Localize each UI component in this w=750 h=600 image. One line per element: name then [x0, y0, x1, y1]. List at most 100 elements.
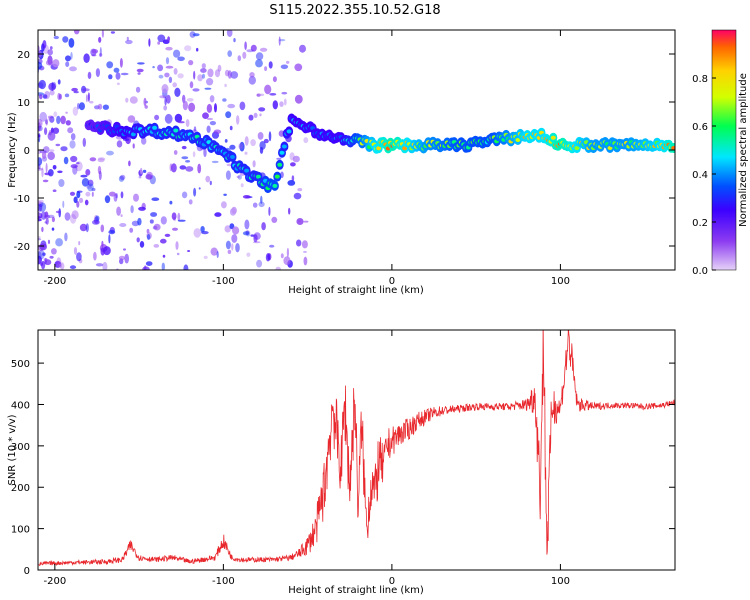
heatmap-cell	[53, 35, 59, 40]
heatmap-cell	[73, 196, 78, 204]
heatmap-cell	[244, 219, 250, 230]
heatmap-cell	[38, 236, 41, 239]
heatmap-cell	[149, 219, 154, 224]
heatmap-cell	[136, 237, 140, 243]
heatmap-cell	[38, 79, 46, 90]
heatmap-cell	[259, 141, 266, 150]
colorbar-tick-label: 0.0	[692, 266, 708, 277]
heatmap-cell	[55, 238, 63, 247]
heatmap-cell	[280, 64, 289, 70]
heatmap-cell	[253, 234, 258, 243]
heatmap-cell	[250, 139, 256, 147]
heatmap-cell	[269, 244, 275, 248]
colorbar-label: Normalized spectral amplitude	[738, 73, 749, 227]
heatmap-cell	[296, 239, 302, 247]
colorbar	[711, 29, 737, 271]
heatmap-cell	[52, 59, 60, 68]
heatmap-cell	[69, 191, 76, 196]
heatmap-cell	[135, 86, 141, 93]
heatmap-cell	[200, 226, 205, 233]
heatmap-cell	[209, 95, 215, 103]
heatmap-cell	[164, 72, 170, 78]
heatmap-cell	[202, 73, 205, 79]
heatmap-cell	[269, 93, 277, 96]
heatmap-cell	[95, 215, 100, 222]
heatmap-cell	[236, 175, 240, 179]
heatmap-cell	[294, 63, 303, 72]
y-tick-label: 20	[17, 50, 30, 61]
heatmap-cell	[57, 79, 61, 85]
heatmap-cell	[290, 162, 296, 167]
heatmap-cell	[179, 165, 187, 170]
heatmap-cell	[49, 255, 54, 259]
heatmap-cell	[279, 150, 285, 155]
heatmap-cell	[52, 165, 57, 170]
heatmap-cell	[278, 36, 281, 46]
heatmap-cell	[163, 105, 168, 111]
heatmap-cell	[231, 206, 237, 214]
colorbar-tick-label: 0.2	[692, 218, 708, 229]
heatmap-cell	[104, 195, 111, 204]
heatmap-cell	[42, 179, 49, 183]
heatmap-cell	[64, 93, 70, 98]
heatmap-cell	[268, 206, 271, 216]
heatmap-cell	[294, 94, 303, 104]
heatmap-cell	[69, 66, 77, 72]
heatmap-cell	[128, 160, 131, 167]
heatmap-cell	[265, 253, 271, 262]
x-tick-label: -100	[212, 576, 235, 587]
heatmap-cell	[152, 125, 158, 130]
line-y-label: SNR (10 * v/v)	[7, 414, 18, 485]
line-x-label: Height of straight line (km)	[288, 585, 424, 596]
heatmap-cell	[95, 68, 100, 78]
heatmap-cell	[116, 140, 123, 148]
heatmap-cell	[193, 187, 197, 197]
heatmap-cell	[127, 115, 136, 123]
heatmap-cell	[264, 84, 272, 95]
heatmap-cell	[110, 31, 115, 34]
heatmap-cell	[173, 68, 178, 75]
heatmap-cell	[201, 63, 206, 69]
y-tick-label: -10	[14, 194, 30, 205]
x-tick-label: -200	[44, 276, 67, 287]
heatmap-cell	[38, 157, 43, 166]
heatmap-cell	[214, 212, 222, 217]
heatmap-cell	[51, 81, 57, 90]
heatmap-cell	[38, 118, 43, 128]
heatmap-cell	[153, 223, 161, 231]
heatmap-cell	[171, 212, 177, 220]
heatmap-cell	[69, 140, 76, 149]
heatmap-cell	[248, 75, 256, 85]
heatmap-cell	[145, 174, 153, 180]
heatmap-cell	[87, 179, 94, 187]
heatmap-cell	[259, 47, 268, 52]
heatmap-cell	[153, 244, 160, 248]
heatmap-cell	[119, 58, 123, 68]
heatmap-cell	[70, 155, 78, 163]
heatmap-cell	[192, 151, 196, 158]
heatmap-cell	[102, 261, 108, 270]
heatmap-cell	[38, 201, 42, 204]
heatmap-cell	[242, 51, 247, 59]
heatmap-cell	[101, 240, 104, 248]
heatmap-cell	[44, 91, 50, 99]
heatmap-cell	[237, 55, 242, 62]
heatmap-cell	[91, 49, 99, 54]
heatmap-y-label: Frequency (Hz)	[7, 112, 18, 188]
heatmap-cell	[303, 137, 309, 144]
heatmap-cell	[200, 68, 207, 73]
heatmap-cell	[272, 183, 278, 188]
heatmap-cell	[49, 149, 55, 153]
heatmap-cell	[38, 251, 42, 260]
x-tick-label: -100	[212, 276, 235, 287]
heatmap-cell	[160, 238, 167, 244]
heatmap-cell	[192, 33, 200, 37]
heatmap-cell	[173, 150, 178, 155]
heatmap-cell	[76, 190, 83, 193]
heatmap-cell	[205, 175, 211, 183]
heatmap-cell	[47, 239, 51, 244]
heatmap-cell	[193, 126, 197, 132]
heatmap-cell	[38, 122, 41, 132]
heatmap-cell	[293, 192, 302, 200]
heatmap-cell	[51, 248, 57, 255]
